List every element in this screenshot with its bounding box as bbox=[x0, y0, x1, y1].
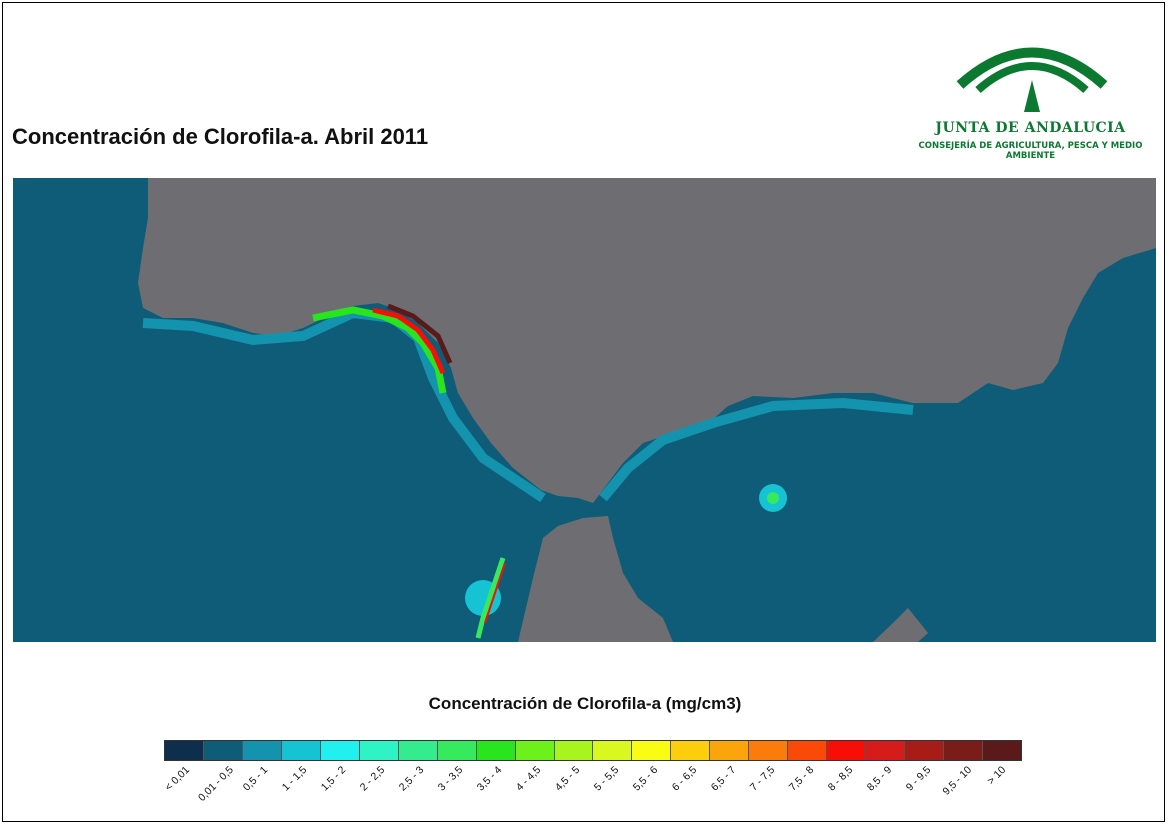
morocco-coastal-band-red bbox=[484, 562, 506, 624]
legend-title: Concentración de Clorofila-a (mg/cm3) bbox=[428, 694, 742, 713]
legend-label: 8,5 - 9 bbox=[864, 764, 895, 794]
very-high-chlorophyll-band bbox=[372, 307, 446, 374]
legend-swatch bbox=[593, 741, 633, 760]
legend-swatch bbox=[671, 741, 711, 760]
legend-label: 6 - 6,5 bbox=[669, 764, 700, 794]
legend-swatch bbox=[320, 741, 360, 760]
map-title: Concentración de Clorofila-a. Abril 2011 bbox=[12, 124, 429, 149]
legend-label: 8 - 8,5 bbox=[825, 764, 856, 794]
morocco-coastal-band bbox=[475, 557, 506, 639]
legend-swatch bbox=[242, 741, 282, 760]
legend-label: 3,5 - 4 bbox=[474, 764, 505, 794]
legend-label: 0,01 - 0,5 bbox=[195, 764, 236, 804]
legend-swatch bbox=[437, 741, 477, 760]
legend-label: 3 - 3,5 bbox=[435, 764, 466, 794]
junta-andalucia-arches-icon bbox=[956, 47, 1108, 112]
legend-swatch bbox=[476, 741, 516, 760]
legend-label: 4,5 - 5 bbox=[552, 764, 583, 794]
legend-label: > 10 bbox=[985, 764, 1009, 788]
legend-swatch bbox=[905, 741, 945, 760]
legend-color-bar bbox=[164, 740, 1022, 761]
legend-swatch bbox=[554, 741, 594, 760]
legend-label: 1,5 - 2 bbox=[318, 764, 349, 794]
legend-label: 2,5 - 3 bbox=[396, 764, 427, 794]
legend-swatch bbox=[165, 741, 204, 760]
legend-swatch bbox=[983, 741, 1021, 760]
legend-swatch bbox=[632, 741, 672, 760]
junta-andalucia-logo: JUNTA DE ANDALUCIA CONSEJERÍA DE AGRICUL… bbox=[898, 30, 1163, 161]
chlorophyll-map bbox=[13, 178, 1156, 642]
legend-label: 5,5 - 6 bbox=[630, 764, 661, 794]
land-iberia bbox=[138, 178, 1156, 503]
legend-swatch bbox=[866, 741, 906, 760]
legend-label: 1 - 1,5 bbox=[279, 764, 310, 794]
legend-label: 4 - 4,5 bbox=[513, 764, 544, 794]
alboran-patch-core bbox=[767, 492, 779, 504]
logo-name: JUNTA DE ANDALUCIA bbox=[935, 120, 1126, 136]
legend-label: 2 - 2,5 bbox=[357, 764, 388, 794]
legend-swatch bbox=[359, 741, 399, 760]
logo-department: CONSEJERÍA DE AGRICULTURA, PESCA Y MEDIO… bbox=[918, 141, 1143, 161]
alboran-coastal-band bbox=[599, 397, 914, 502]
legend-label: < 0,01 bbox=[162, 764, 193, 794]
legend-label: 6,5 - 7 bbox=[708, 764, 739, 794]
legend-swatch bbox=[203, 741, 243, 760]
legend-swatch bbox=[398, 741, 438, 760]
legend-label: 9 - 9,5 bbox=[903, 764, 934, 794]
legend-label: 7 - 7,5 bbox=[747, 764, 778, 794]
legend-swatch bbox=[827, 741, 867, 760]
extreme-chlorophyll-band bbox=[387, 303, 453, 365]
legend-swatch bbox=[515, 741, 555, 760]
legend-label: 9,5 - 10 bbox=[940, 764, 974, 798]
high-chlorophyll-band bbox=[312, 306, 447, 394]
legend-label: 0,5 - 1 bbox=[240, 764, 271, 794]
legend-swatch bbox=[281, 741, 321, 760]
land-africa-east bbox=[873, 608, 928, 642]
legend-swatch bbox=[788, 741, 828, 760]
legend-label: 5 - 5,5 bbox=[591, 764, 622, 794]
legend-swatch bbox=[710, 741, 750, 760]
legend-labels: < 0,01 0,01 - 0,5 0,5 - 1 1 - 1,5 1,5 - 2 2 -… bbox=[162, 764, 1022, 824]
land-africa bbox=[518, 516, 673, 642]
legend-label: 7,5 - 8 bbox=[786, 764, 817, 794]
legend-swatch bbox=[944, 741, 984, 760]
legend-swatch bbox=[749, 741, 789, 760]
